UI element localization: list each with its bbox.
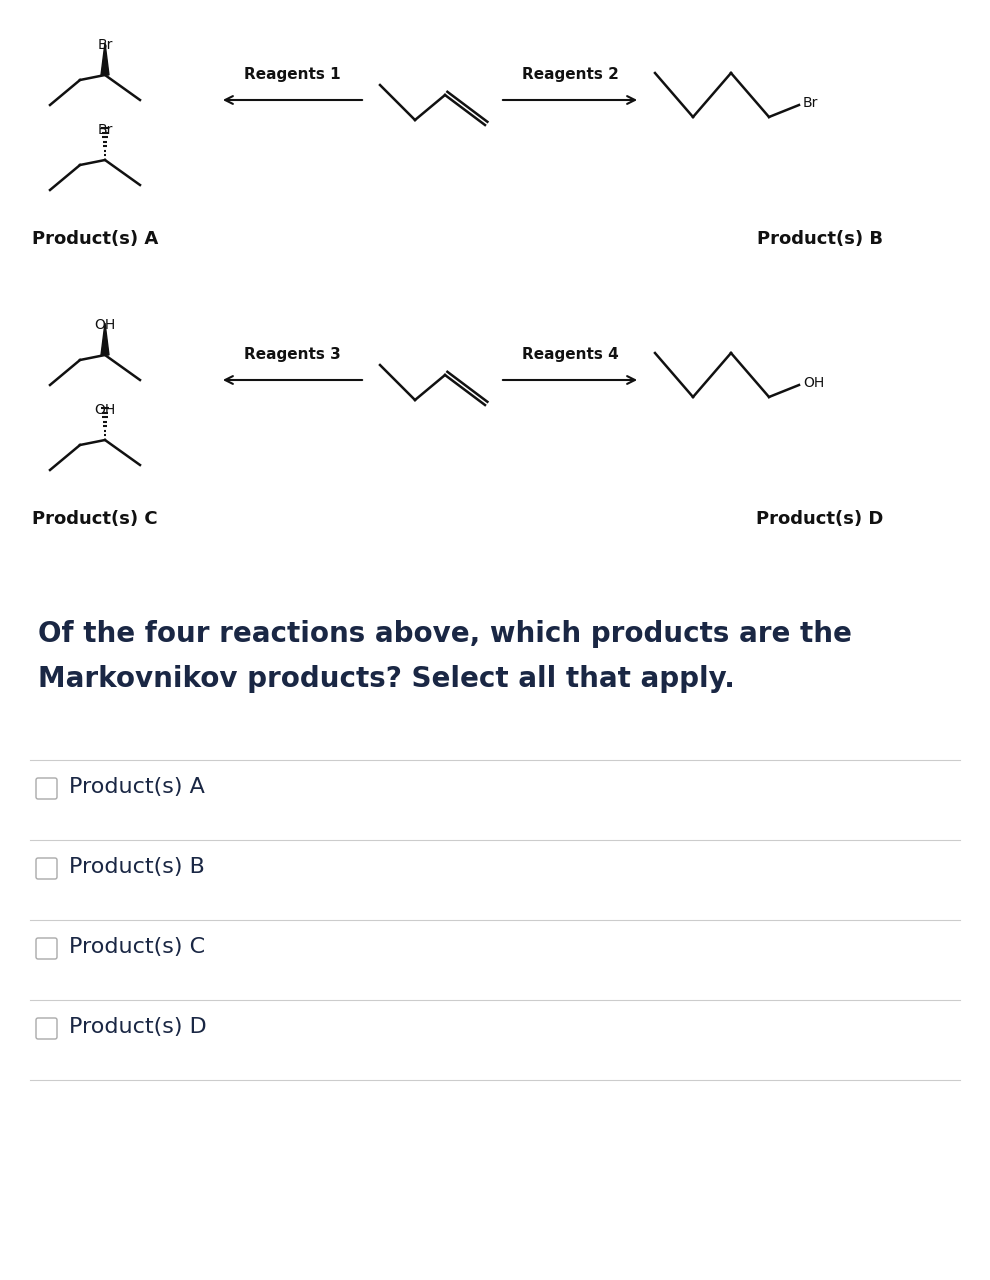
Text: OH: OH: [803, 376, 825, 390]
Text: Of the four reactions above, which products are the: Of the four reactions above, which produ…: [38, 620, 851, 648]
Text: Br: Br: [97, 38, 113, 52]
Text: Reagents 3: Reagents 3: [244, 347, 341, 362]
Text: Product(s) D: Product(s) D: [756, 509, 884, 527]
FancyBboxPatch shape: [36, 1018, 57, 1039]
Text: Br: Br: [803, 96, 819, 110]
Text: Product(s) C: Product(s) C: [69, 937, 205, 956]
Text: Reagents 2: Reagents 2: [522, 67, 619, 82]
FancyBboxPatch shape: [36, 938, 57, 959]
Text: Product(s) A: Product(s) A: [32, 230, 158, 248]
Text: Markovnikov products? Select all that apply.: Markovnikov products? Select all that ap…: [38, 666, 735, 692]
Text: Reagents 4: Reagents 4: [522, 347, 619, 362]
Text: Br: Br: [97, 123, 113, 137]
Text: Product(s) C: Product(s) C: [33, 509, 157, 527]
Text: OH: OH: [94, 317, 116, 332]
Text: Product(s) B: Product(s) B: [757, 230, 883, 248]
Text: Reagents 1: Reagents 1: [244, 67, 341, 82]
Text: Product(s) D: Product(s) D: [69, 1016, 207, 1037]
FancyBboxPatch shape: [36, 778, 57, 799]
Text: OH: OH: [94, 403, 116, 417]
Text: Product(s) A: Product(s) A: [69, 777, 205, 796]
FancyBboxPatch shape: [36, 858, 57, 879]
Text: Product(s) B: Product(s) B: [69, 856, 205, 877]
Polygon shape: [101, 323, 109, 355]
Polygon shape: [101, 44, 109, 76]
